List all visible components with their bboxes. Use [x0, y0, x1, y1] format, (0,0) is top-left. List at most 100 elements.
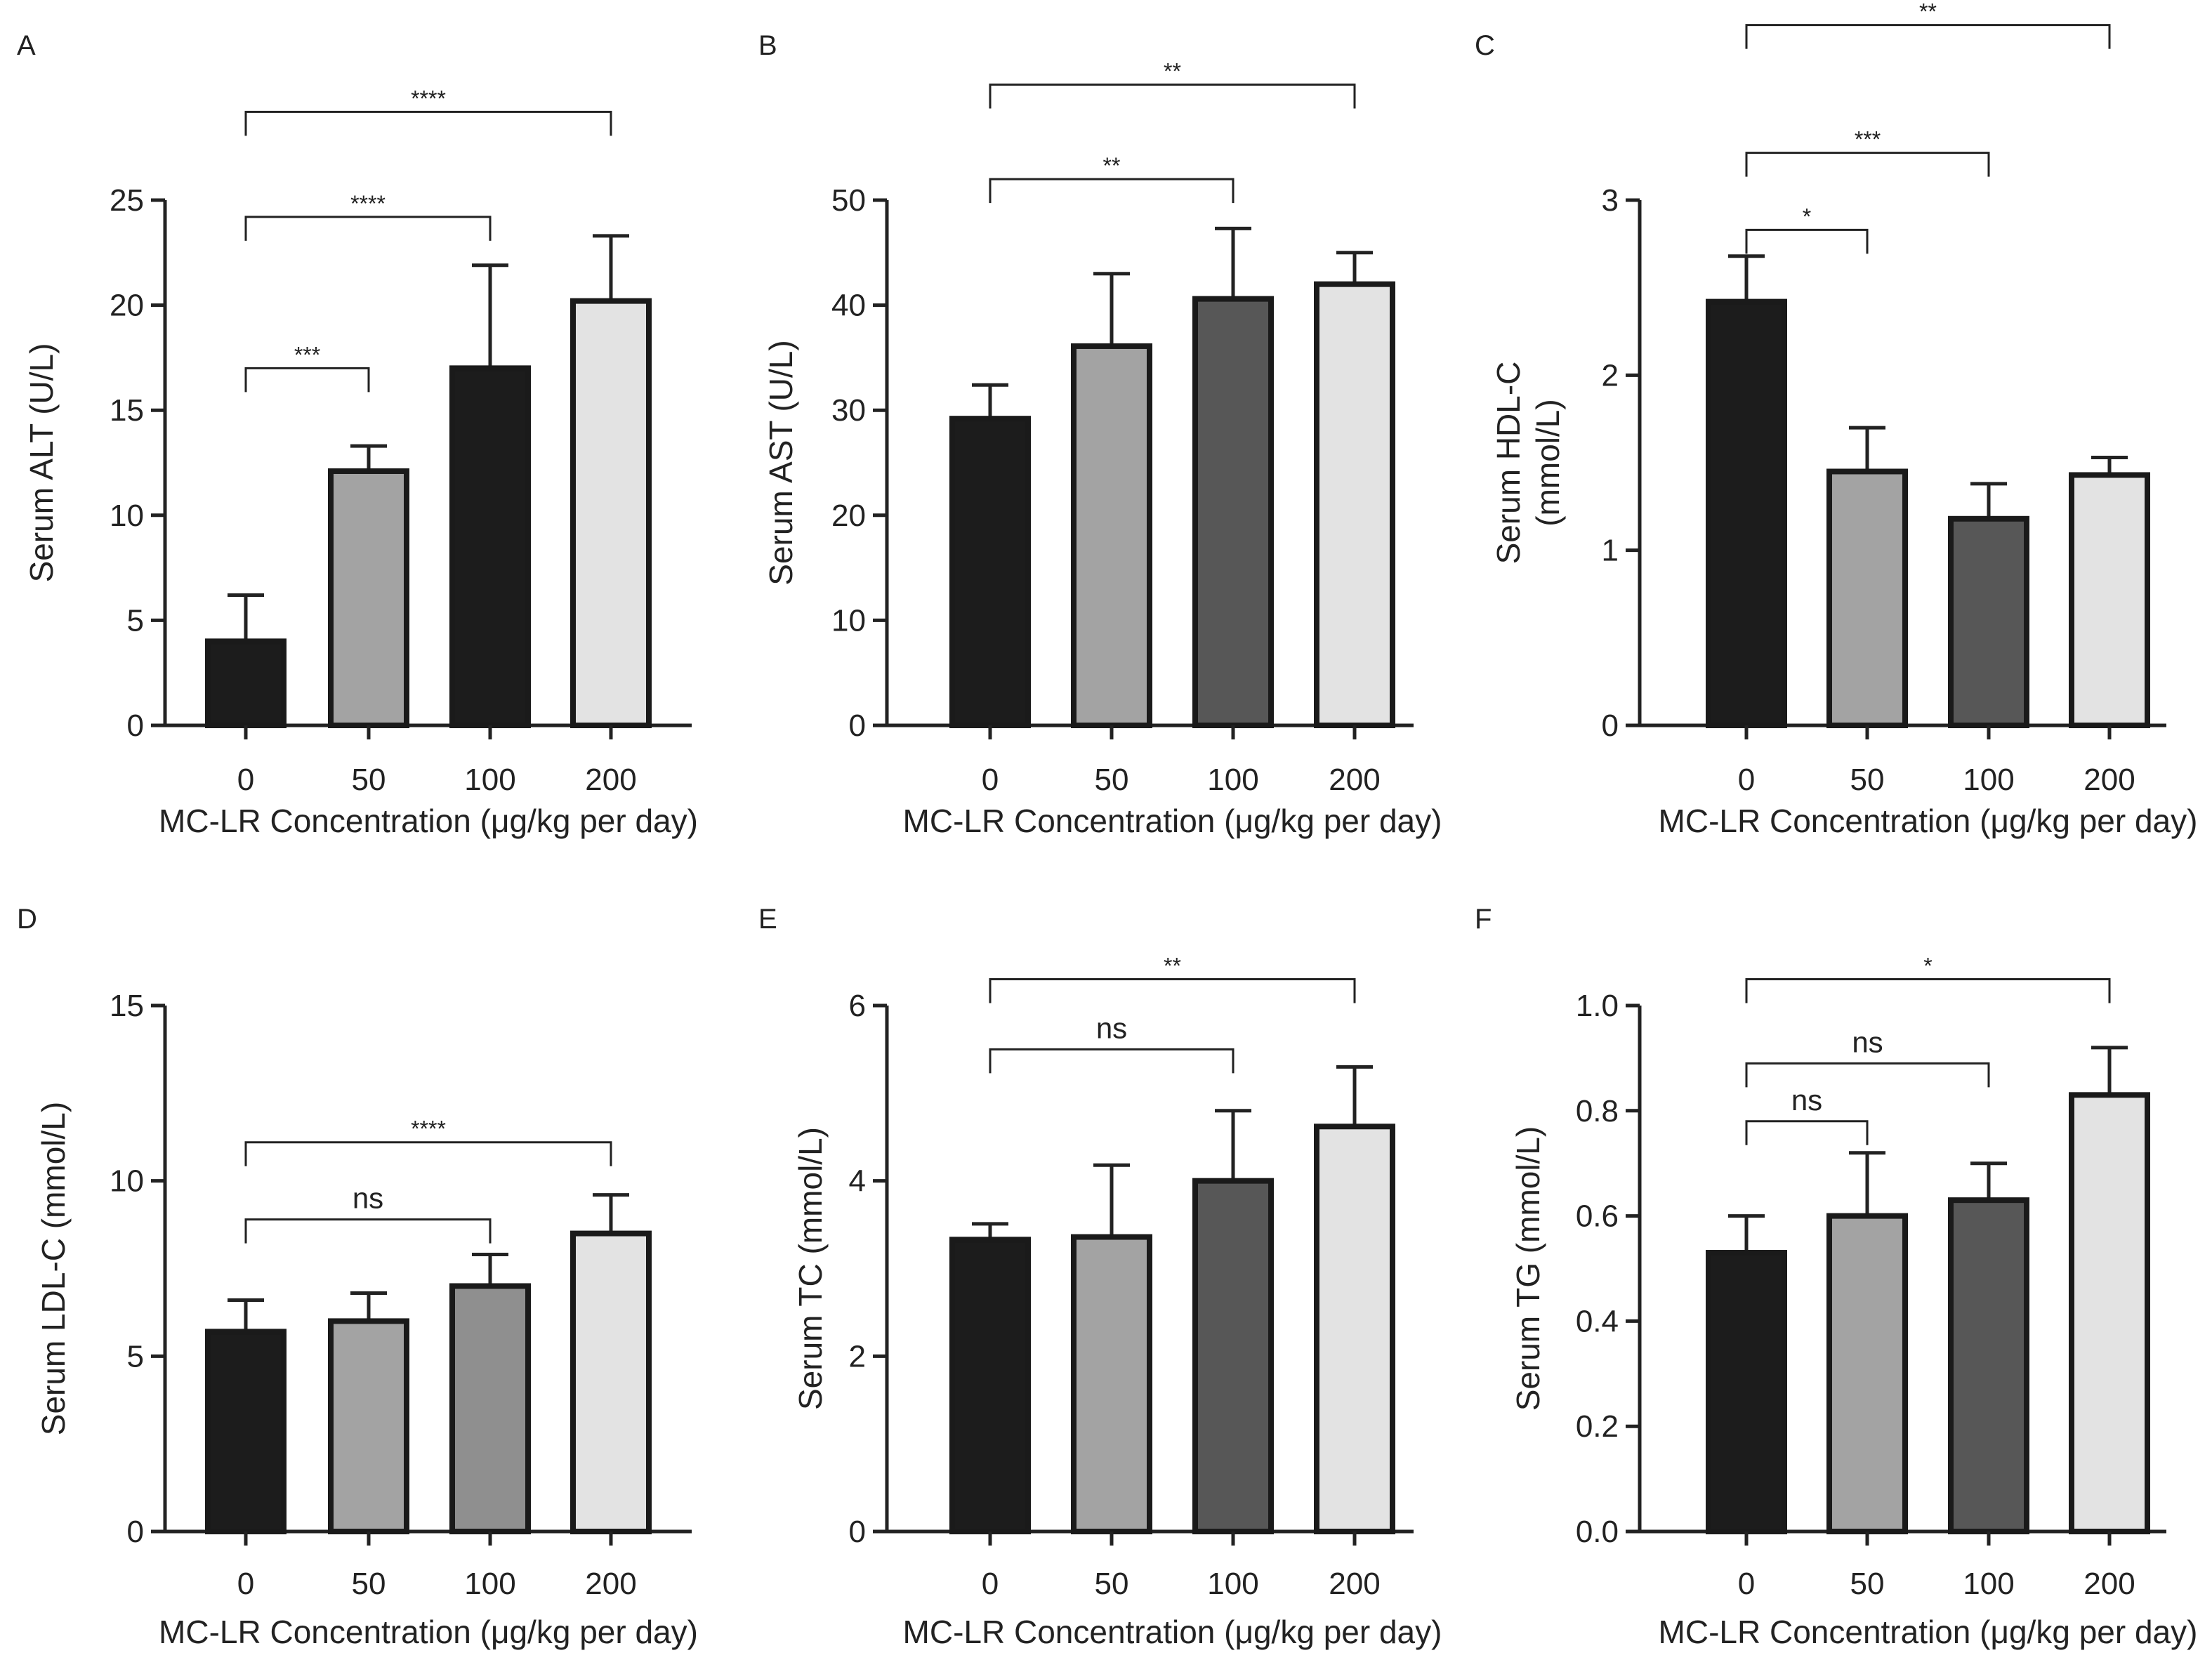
significance-label: * — [1923, 954, 1932, 979]
x-axis-title: MC-LR Concentration (μg/kg per day) — [903, 1614, 1442, 1650]
x-tick-label: 0 — [1738, 763, 1755, 797]
x-axis-title: MC-LR Concentration (μg/kg per day) — [159, 803, 698, 839]
bar — [1192, 296, 1274, 728]
significance-bracket — [1745, 228, 1869, 254]
x-tick-label: 0 — [237, 1567, 254, 1601]
y-tick-label: 1.0 — [1576, 989, 1619, 1023]
significance-label: ns — [1791, 1083, 1822, 1116]
bar — [1948, 1197, 2029, 1534]
x-tick-label: 200 — [585, 763, 636, 797]
significance-bracket — [244, 367, 370, 393]
y-tick-label: 15 — [110, 393, 144, 428]
significance-label: **** — [411, 86, 446, 111]
y-tick-label: 50 — [831, 183, 866, 218]
bar — [449, 365, 531, 728]
y-axis-title: Serum ALT (U/L) — [23, 343, 60, 583]
significance-label: ns — [1096, 1011, 1127, 1044]
panel-letter: B — [758, 30, 777, 61]
y-axis-title: (mmol/L) — [1529, 399, 1566, 526]
y-tick-label: 0.4 — [1576, 1304, 1619, 1338]
x-tick-label: 50 — [1095, 763, 1129, 797]
significance-bracket — [244, 216, 492, 241]
bar — [1314, 1124, 1395, 1534]
bar — [449, 1283, 531, 1534]
y-tick-label: 20 — [110, 289, 144, 323]
bar — [1314, 281, 1395, 728]
y-tick-label: 10 — [110, 1164, 144, 1199]
y-tick-label: 0 — [127, 1515, 144, 1549]
x-tick-label: 0 — [1738, 1567, 1755, 1601]
significance-label: ** — [1919, 0, 1937, 25]
significance-label: * — [1803, 204, 1811, 229]
y-tick-label: 0.2 — [1576, 1409, 1619, 1444]
significance-bracket — [244, 1141, 612, 1166]
significance-label: **** — [411, 1116, 446, 1142]
bar — [1826, 468, 1908, 728]
y-tick-label: 2 — [849, 1339, 866, 1374]
panel-letter: F — [1475, 904, 1492, 935]
significance-label: *** — [1855, 127, 1881, 152]
x-tick-label: 100 — [1963, 1567, 2014, 1601]
bar — [1948, 515, 2029, 729]
bar — [205, 1329, 287, 1534]
y-tick-label: 6 — [849, 989, 866, 1023]
x-tick-label: 200 — [2083, 1567, 2135, 1601]
bar — [1192, 1178, 1274, 1534]
panel-e: E 0 2 4 6 0 50 100 200 MC-LR Concentration (μg/kg… — [758, 904, 1442, 1650]
y-tick-label: 4 — [849, 1164, 866, 1199]
x-tick-label: 50 — [1850, 1567, 1885, 1601]
y-tick-label: 30 — [831, 393, 866, 428]
bar — [1706, 1250, 1787, 1535]
significance-bracket — [1745, 1062, 1990, 1088]
bar — [328, 1318, 409, 1535]
significance-label: ** — [1164, 954, 1181, 979]
x-tick-label: 0 — [237, 763, 254, 797]
bar — [328, 468, 409, 729]
panel-letter: D — [17, 904, 37, 935]
y-tick-label: 0 — [127, 709, 144, 743]
bar — [1826, 1213, 1908, 1534]
y-tick-label: 0.0 — [1576, 1515, 1619, 1549]
x-tick-label: 50 — [1095, 1567, 1129, 1601]
x-tick-label: 200 — [1329, 1567, 1380, 1601]
significance-bracket — [1745, 978, 2111, 1003]
bar — [949, 1237, 1031, 1535]
y-tick-label: 0.6 — [1576, 1199, 1619, 1234]
y-axis-title: Serum AST (U/L) — [763, 340, 799, 585]
y-tick-label: 3 — [1602, 183, 1619, 218]
x-tick-label: 50 — [352, 1567, 386, 1601]
x-axis-title: MC-LR Concentration (μg/kg per day) — [903, 803, 1442, 839]
panel-letter: C — [1475, 30, 1495, 61]
significance-label: *** — [294, 342, 320, 367]
y-tick-label: 25 — [110, 183, 144, 218]
bar — [570, 298, 652, 728]
panel-letter: A — [17, 30, 36, 61]
x-tick-label: 200 — [2083, 763, 2135, 797]
panel-a: A 0 5 10 15 20 25 0 50 100 200 MC-LR Concentration … — [17, 30, 698, 839]
panel-letter: E — [758, 904, 777, 935]
x-tick-label: 0 — [982, 763, 999, 797]
significance-bracket — [989, 83, 1356, 109]
x-tick-label: 200 — [585, 1567, 636, 1601]
x-tick-label: 100 — [1963, 763, 2014, 797]
significance-label: **** — [350, 191, 386, 216]
significance-bracket — [1745, 24, 2111, 49]
significance-bracket — [989, 978, 1356, 1003]
y-tick-label: 5 — [127, 1339, 144, 1374]
y-tick-label: 1 — [1602, 534, 1619, 568]
significance-bracket — [244, 110, 612, 136]
y-tick-label: 2 — [1602, 358, 1619, 393]
y-tick-label: 0.8 — [1576, 1094, 1619, 1128]
y-tick-label: 0 — [1602, 709, 1619, 743]
bar — [949, 416, 1031, 729]
y-tick-label: 40 — [831, 289, 866, 323]
y-tick-label: 10 — [110, 499, 144, 533]
bar — [2069, 472, 2150, 728]
panel-b: B 0 10 20 30 40 50 0 50 100 200 MC-LR Concentration… — [758, 30, 1442, 839]
significance-bracket — [1745, 152, 1990, 177]
panel-d: D 0 5 10 15 0 50 100 200 MC-LR Concentration (μg/… — [17, 904, 698, 1650]
bar — [1071, 1234, 1152, 1535]
significance-label: ns — [1852, 1025, 1883, 1058]
